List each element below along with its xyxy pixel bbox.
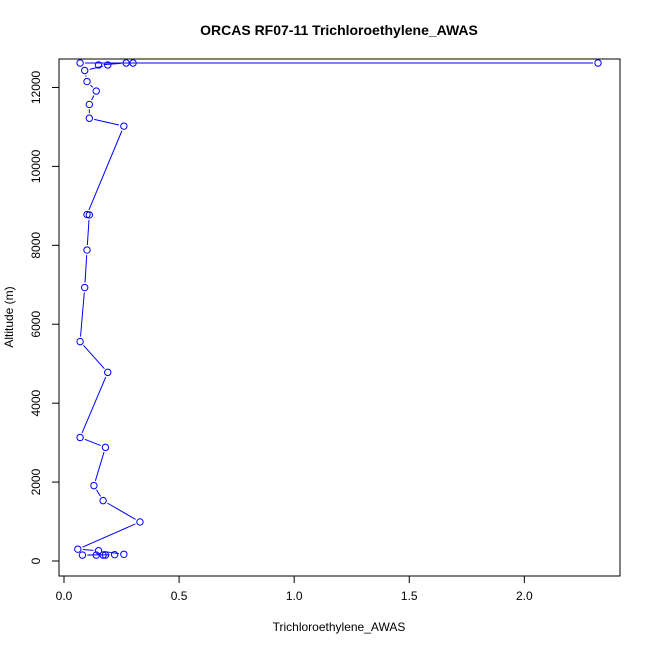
data-point — [85, 100, 94, 109]
data-point — [81, 66, 89, 75]
x-tick-label: 1.0 — [286, 589, 303, 603]
data-point — [85, 114, 94, 122]
y-tick-label: 0 — [29, 557, 43, 564]
data-point — [129, 59, 137, 67]
data-point — [136, 518, 144, 526]
series-segment — [90, 84, 94, 88]
series-segment — [80, 292, 85, 337]
data-point — [83, 246, 91, 254]
series-segment — [81, 376, 107, 434]
data-point — [94, 61, 103, 69]
data-point — [78, 551, 87, 559]
data-point — [99, 496, 107, 505]
data-point — [122, 59, 130, 67]
plot-area — [58, 58, 621, 577]
series-segment — [96, 489, 101, 497]
series-segment — [94, 451, 105, 481]
y-tick-label: 6000 — [29, 311, 43, 338]
data-point — [99, 551, 107, 559]
data-point — [110, 550, 119, 559]
series-segment — [88, 130, 123, 211]
series-segment — [83, 344, 105, 369]
y-axis: 0 2000 4000 6000 8000 10000 12000 — [29, 70, 60, 564]
series-segment — [82, 549, 94, 551]
x-axis-label: Trichloroethylene_AWAS — [273, 620, 406, 634]
series-segment — [91, 95, 95, 101]
data-point — [94, 547, 103, 555]
data-point — [92, 87, 100, 95]
series-segment — [86, 219, 90, 246]
data-point — [104, 368, 112, 377]
series-segment — [84, 255, 88, 283]
data-point — [76, 433, 84, 442]
data-point — [101, 443, 110, 452]
data-point — [81, 283, 89, 292]
y-axis-label: Altitude (m) — [2, 286, 16, 347]
data-point — [83, 77, 91, 86]
series-segment — [94, 118, 120, 126]
y-tick-label: 10000 — [29, 149, 43, 183]
x-tick-label: 0.0 — [56, 589, 73, 603]
series-segment — [107, 502, 136, 520]
data-point — [594, 59, 602, 67]
y-tick-label: 12000 — [29, 70, 43, 104]
series-segment — [84, 438, 101, 447]
data-point — [104, 61, 112, 69]
series-segment — [103, 62, 122, 66]
y-tick-label: 4000 — [29, 389, 43, 416]
x-tick-label: 0.5 — [171, 589, 188, 603]
data-point — [76, 337, 84, 346]
data-point — [92, 551, 100, 559]
data-point — [85, 211, 94, 219]
chart-title: ORCAS RF07-11 Trichloroethylene_AWAS — [200, 22, 478, 38]
data-point — [74, 545, 82, 553]
data-point — [120, 122, 128, 130]
data-point — [90, 481, 98, 490]
y-tick-label: 8000 — [29, 232, 43, 259]
x-axis: 0.0 0.5 1.0 1.5 2.0 — [56, 575, 533, 603]
data-point — [101, 551, 110, 559]
y-tick-label: 2000 — [29, 468, 43, 495]
series-segment — [82, 523, 136, 548]
data-point — [76, 59, 84, 67]
x-tick-label: 2.0 — [516, 589, 533, 603]
series-layer — [74, 59, 602, 559]
x-tick-label: 1.5 — [401, 589, 418, 603]
data-point — [120, 550, 128, 558]
